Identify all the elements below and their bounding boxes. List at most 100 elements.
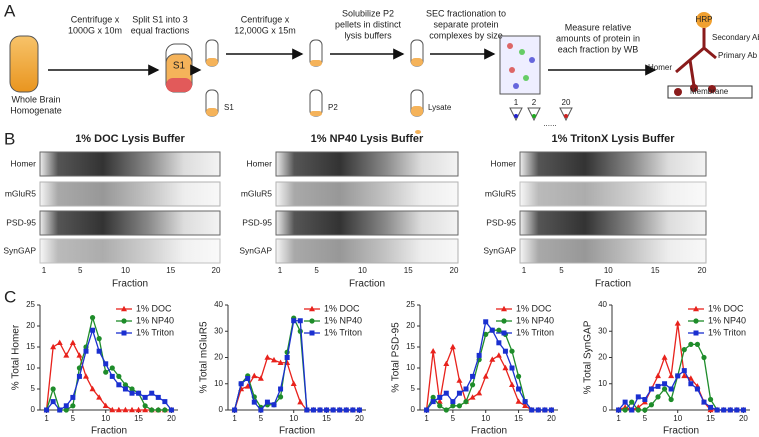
marker [681,368,687,374]
marker [642,407,648,413]
x-tick-label: 15 [514,414,523,423]
blot-tick-label: 5 [78,266,83,275]
step-text: Centrifuge x [241,14,290,24]
marker [121,305,127,312]
x-tick-label: 1 [232,414,237,423]
marker [707,396,714,403]
y-tick-label: 15 [26,342,35,351]
blots [39,151,707,264]
blot-x-label: Fraction [112,279,148,290]
marker [476,352,482,358]
blot-tick-label: 20 [212,266,221,275]
step-text: equal fractions [131,25,190,35]
marker [648,386,654,392]
antibody-label: Membrane [690,87,729,96]
y-tick-label: 10 [214,379,223,388]
marker [502,364,509,371]
blot-row-label: SynGAP [3,245,36,255]
marker [116,382,122,388]
marker [515,373,522,379]
marker [63,352,70,358]
y-tick-label: 10 [598,379,607,388]
legend-label: 1% Triton [708,327,746,337]
y-axis-label: % Total Homer [11,324,22,390]
y-tick-label: 25 [26,300,35,309]
tube-label: S1 [173,61,186,72]
marker [463,386,469,392]
marker [309,318,315,324]
marker [264,354,271,360]
marker [501,330,507,336]
marker [489,327,495,333]
marker [501,305,507,312]
marker [63,407,69,413]
marker [482,373,489,379]
marker [96,348,102,354]
marker [648,402,655,408]
legend-label: 1% Triton [516,327,554,337]
legend-label: 1% NP40 [516,315,554,325]
marker [436,398,443,404]
marker [522,399,528,405]
marker [257,375,264,381]
panel-label: C [4,287,16,306]
y-axis-label: % Total PSD-95 [391,322,402,393]
marker [129,390,135,396]
blot-tick-label: 1 [278,266,283,275]
marker [76,373,82,379]
step-text: pellets in distinct [335,19,402,29]
blot-tick-label: 10 [121,266,130,275]
antibody-label: Secondary Ab [712,33,759,42]
tube-label: S1 [224,103,234,112]
marker [129,406,135,413]
marker [495,352,502,358]
marker [635,394,641,400]
marker [103,361,109,367]
y-tick-label: 5 [411,384,416,393]
step-text: amounts of protein in [556,33,640,43]
marker [136,390,142,396]
marker [501,318,507,324]
y-tick-label: 20 [26,321,35,330]
marker [238,381,244,387]
y-tick-label: 5 [31,384,36,393]
marker [721,407,727,413]
blot-title: 1% NP40 Lysis Buffer [311,133,424,145]
marker [121,330,127,336]
x-tick-label: 5 [71,414,76,423]
marker [476,390,483,396]
marker [443,390,449,396]
marker [168,407,174,413]
x-tick-label: 10 [673,414,682,423]
marker [83,348,89,354]
marker [76,352,83,358]
blot-tick-label: 15 [166,266,175,275]
marker [437,394,443,400]
marker [50,386,56,392]
y-tick-label: 15 [406,342,415,351]
x-tick-label: 10 [289,414,298,423]
blot-row-label: PSD-95 [242,217,272,227]
marker [155,394,161,400]
tube-label: P2 [328,103,338,112]
blot-tick-label: 5 [559,266,564,275]
y-tick-label: 30 [598,326,607,335]
marker [430,348,437,354]
blot-tick-label: 15 [404,266,413,275]
panel-label: B [4,129,15,148]
marker [668,372,675,379]
step-text: each fraction by WB [558,44,639,54]
x-axis-label: Fraction [91,426,127,437]
marker [44,407,50,413]
marker [483,319,489,325]
x-tick-label: 5 [643,414,648,423]
y-tick-label: 40 [598,300,607,309]
marker [309,305,315,312]
marker [278,386,284,392]
marker [622,399,628,405]
marker [693,318,699,324]
marker [430,394,436,400]
marker [469,382,476,388]
marker [496,327,502,333]
step-text: SEC fractionation to [426,8,506,18]
